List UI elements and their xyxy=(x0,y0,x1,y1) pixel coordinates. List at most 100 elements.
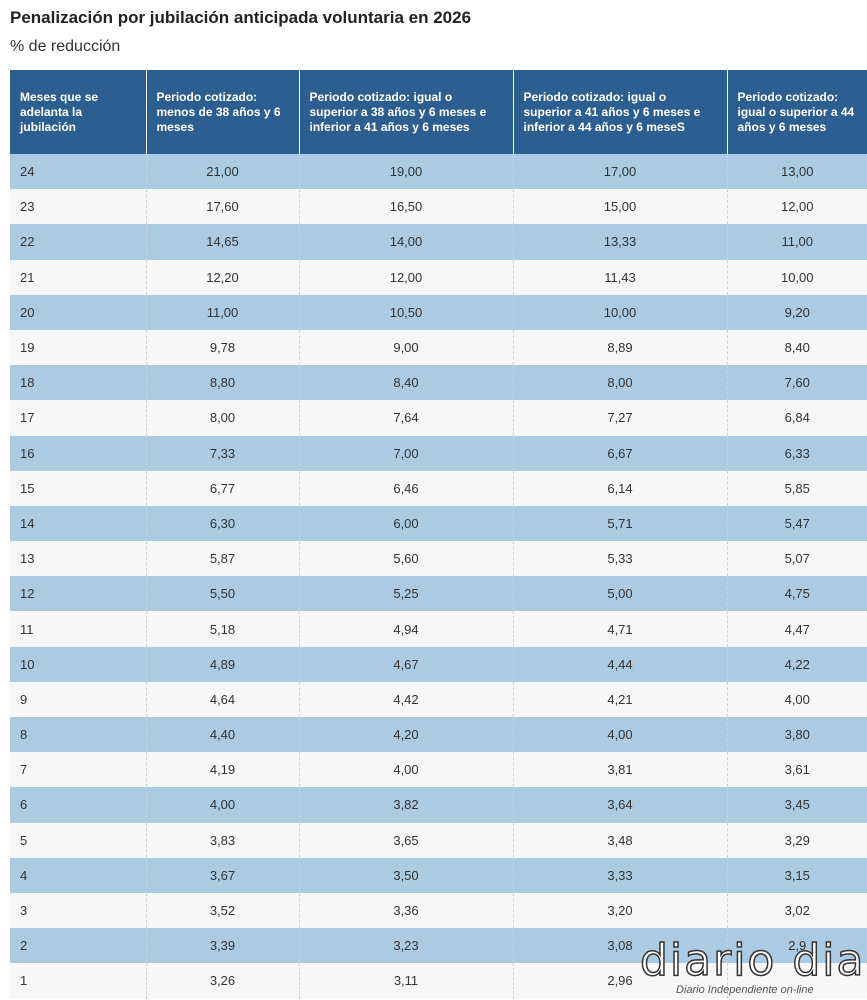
reduction-cell: 3,15 xyxy=(727,857,867,893)
months-cell: 4 xyxy=(10,857,147,893)
table-row: 21 12,20 12,00 11,43 10,00 xyxy=(10,259,867,295)
reduction-cell: 4,75 xyxy=(727,576,867,612)
table-row: 6 4,00 3,82 3,64 3,45 xyxy=(10,787,867,823)
header-41-to-44: Periodo cotizado: igual o superior a 41 … xyxy=(513,70,728,154)
reduction-cell: 13,33 xyxy=(513,224,728,260)
months-cell: 21 xyxy=(10,259,147,295)
months-cell: 10 xyxy=(10,646,147,682)
reduction-cell: 6,67 xyxy=(513,435,728,471)
table-row: 5 3,83 3,65 3,48 3,29 xyxy=(10,822,867,858)
reduction-cell: 4,19 xyxy=(146,752,300,788)
table-row: 24 21,00 19,00 17,00 13,00 xyxy=(10,154,867,190)
header-38-to-41: Periodo cotizado: igual o superior a 38 … xyxy=(299,70,514,154)
months-cell: 24 xyxy=(10,154,147,190)
reduction-cell: 17,60 xyxy=(146,189,300,225)
table-row: 17 8,00 7,64 7,27 6,84 xyxy=(10,400,867,436)
reduction-cell: 14,00 xyxy=(299,224,514,260)
reduction-cell: 12,00 xyxy=(727,189,867,225)
reduction-cell: 2,9 xyxy=(727,928,867,964)
reduction-cell: 6,77 xyxy=(146,470,300,506)
reduction-cell: 3,23 xyxy=(299,928,514,964)
reduction-cell: 4,22 xyxy=(727,646,867,682)
table-row: 22 14,65 14,00 13,33 11,00 xyxy=(10,224,867,260)
reduction-cell: 4,00 xyxy=(299,752,514,788)
reduction-cell: 5,87 xyxy=(146,541,300,577)
reduction-cell: 6,33 xyxy=(727,435,867,471)
reduction-cell: 5,47 xyxy=(727,505,867,542)
months-cell: 5 xyxy=(10,822,147,858)
reduction-cell: 5,07 xyxy=(727,541,867,577)
reduction-cell: 5,71 xyxy=(513,505,728,542)
reduction-cell: 4,40 xyxy=(146,717,300,753)
reduction-cell: 4,44 xyxy=(513,646,728,682)
reduction-cell: 3,11 xyxy=(299,963,514,999)
reduction-cell: 10,50 xyxy=(299,294,514,330)
reduction-cell: 8,00 xyxy=(146,400,300,436)
reduction-cell xyxy=(727,963,867,999)
table-row: 9 4,64 4,42 4,21 4,00 xyxy=(10,681,867,717)
reduction-cell: 3,08 xyxy=(513,928,728,964)
months-cell: 6 xyxy=(10,787,147,823)
reduction-cell: 11,43 xyxy=(513,259,728,295)
reduction-cell: 3,52 xyxy=(146,892,300,929)
header-row: Meses que se adelanta la jubilación Peri… xyxy=(10,70,867,154)
reduction-cell: 3,81 xyxy=(513,752,728,788)
reduction-cell: 4,00 xyxy=(727,681,867,717)
page-title: Penalización por jubilación anticipada v… xyxy=(10,8,472,27)
reduction-cell: 4,47 xyxy=(727,611,867,647)
table-row: 11 5,18 4,94 4,71 4,47 xyxy=(10,611,867,647)
table-row: 14 6,30 6,00 5,71 5,47 xyxy=(10,505,867,542)
reduction-cell: 14,65 xyxy=(146,224,300,260)
reduction-cell: 6,30 xyxy=(146,505,300,542)
months-cell: 14 xyxy=(10,505,147,542)
reduction-cell: 5,25 xyxy=(299,576,514,612)
reduction-cell: 12,00 xyxy=(299,259,514,295)
table-body: 24 21,00 19,00 17,00 13,00 23 17,60 16,50 15,00 1… xyxy=(10,154,867,999)
header-months: Meses que se adelanta la jubilación xyxy=(10,70,147,154)
reduction-cell: 3,67 xyxy=(146,857,300,893)
reduction-cell: 5,60 xyxy=(299,541,514,577)
table-row: 3 3,52 3,36 3,20 3,02 xyxy=(10,892,867,929)
table-row: 12 5,50 5,25 5,00 4,75 xyxy=(10,576,867,612)
reduction-cell: 3,48 xyxy=(513,822,728,858)
header-under-38: Periodo cotizado: menos de 38 años y 6 m… xyxy=(146,70,300,154)
reduction-cell: 3,02 xyxy=(727,892,867,929)
table-row: 1 3,26 3,11 2,96 xyxy=(10,963,867,999)
reduction-cell: 3,29 xyxy=(727,822,867,858)
months-cell: 22 xyxy=(10,224,147,260)
months-cell: 19 xyxy=(10,329,147,366)
months-cell: 2 xyxy=(10,928,147,964)
reduction-cell: 10,00 xyxy=(727,259,867,295)
months-cell: 8 xyxy=(10,717,147,753)
months-cell: 9 xyxy=(10,681,147,717)
months-cell: 13 xyxy=(10,541,147,577)
reduction-cell: 8,00 xyxy=(513,365,728,401)
reduction-cell: 8,80 xyxy=(146,365,300,401)
months-cell: 15 xyxy=(10,470,147,506)
reduction-cell: 8,40 xyxy=(299,365,514,401)
months-cell: 16 xyxy=(10,435,147,471)
reduction-cell: 3,80 xyxy=(727,717,867,753)
reduction-cell: 6,14 xyxy=(513,470,728,506)
table-row: 13 5,87 5,60 5,33 5,07 xyxy=(10,541,867,577)
reduction-cell: 3,26 xyxy=(146,963,300,999)
months-cell: 11 xyxy=(10,611,147,647)
reduction-cell: 4,20 xyxy=(299,717,514,753)
watermark-logo: diario dia xyxy=(639,935,866,987)
header-over-44: Periodo cotizado: igual o superior a 44 … xyxy=(727,70,867,154)
reduction-cell: 3,33 xyxy=(513,857,728,893)
reduction-cell: 5,50 xyxy=(146,576,300,612)
table-row: 19 9,78 9,00 8,89 8,40 xyxy=(10,329,867,366)
table-row: 4 3,67 3,50 3,33 3,15 xyxy=(10,857,867,893)
months-cell: 23 xyxy=(10,189,147,225)
reduction-cell: 7,64 xyxy=(299,400,514,436)
reduction-cell: 6,00 xyxy=(299,505,514,542)
reduction-cell: 4,21 xyxy=(513,681,728,717)
table-row: 16 7,33 7,00 6,67 6,33 xyxy=(10,435,867,471)
table-header: Meses que se adelanta la jubilación Peri… xyxy=(10,70,867,154)
reduction-cell: 15,00 xyxy=(513,189,728,225)
table-row: 8 4,40 4,20 4,00 3,80 xyxy=(10,717,867,753)
months-cell: 3 xyxy=(10,892,147,929)
reduction-cell: 12,20 xyxy=(146,259,300,295)
months-cell: 7 xyxy=(10,752,147,788)
